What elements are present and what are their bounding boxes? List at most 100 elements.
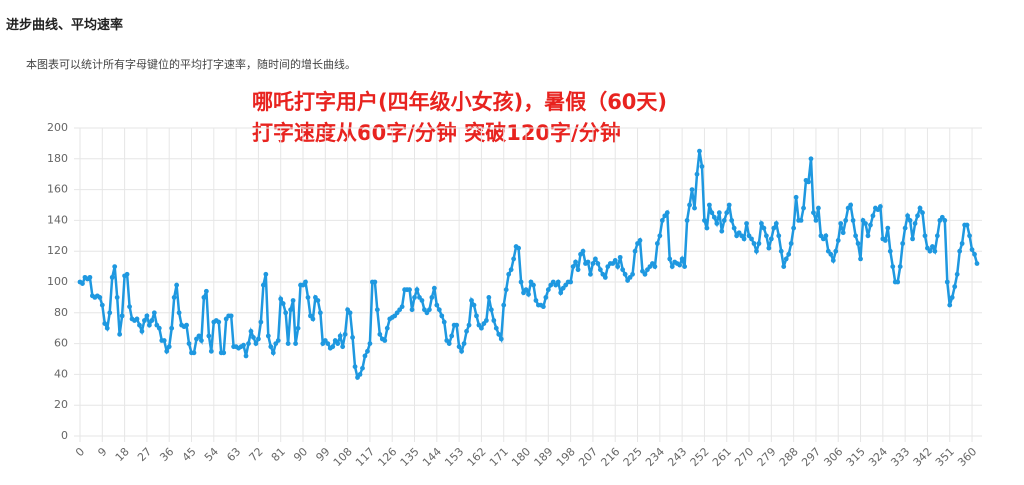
x-tick-label: 243 xyxy=(665,445,689,469)
point xyxy=(575,267,581,273)
point xyxy=(657,233,663,239)
point xyxy=(305,295,311,300)
point xyxy=(868,222,873,228)
x-tick-label: 189 xyxy=(532,445,556,469)
x-tick-label: 198 xyxy=(554,445,578,469)
point xyxy=(441,319,447,325)
point xyxy=(555,279,561,285)
page-title: 进步曲线、平均速率 xyxy=(6,18,124,33)
x-tick-label: 81 xyxy=(269,445,288,464)
point xyxy=(290,298,296,303)
point xyxy=(466,322,472,328)
point xyxy=(384,325,390,331)
point xyxy=(446,341,452,346)
point xyxy=(692,205,697,211)
point xyxy=(176,310,182,316)
point xyxy=(615,264,621,269)
point xyxy=(902,225,908,231)
point xyxy=(778,248,784,254)
x-tick-label: 270 xyxy=(732,445,756,469)
point xyxy=(184,322,189,328)
point xyxy=(689,187,695,193)
y-tick-label: 80 xyxy=(54,306,68,319)
point xyxy=(709,210,715,216)
point xyxy=(518,279,524,285)
point xyxy=(652,264,658,269)
point xyxy=(954,271,960,277)
point xyxy=(295,325,301,331)
point xyxy=(934,233,940,239)
point xyxy=(702,218,707,223)
point xyxy=(897,264,903,269)
point xyxy=(142,318,147,323)
point xyxy=(949,295,955,300)
point xyxy=(724,210,730,216)
point xyxy=(434,302,440,308)
y-tick-label: 40 xyxy=(54,367,68,380)
point xyxy=(498,336,504,342)
x-tick-label: 234 xyxy=(643,445,667,469)
point xyxy=(325,341,331,346)
point xyxy=(362,353,368,359)
x-tick-label: 72 xyxy=(247,445,266,464)
point xyxy=(813,218,819,223)
y-tick-label: 200 xyxy=(47,121,68,134)
point xyxy=(751,241,757,246)
point xyxy=(885,225,891,231)
point xyxy=(144,313,150,319)
point xyxy=(288,307,294,313)
point xyxy=(907,218,913,223)
point xyxy=(469,298,474,303)
point xyxy=(208,348,214,354)
point xyxy=(669,264,675,269)
point xyxy=(959,241,965,246)
point xyxy=(119,313,125,319)
point xyxy=(501,302,507,308)
point xyxy=(850,218,856,223)
point xyxy=(459,348,464,354)
x-tick-label: 180 xyxy=(509,445,533,469)
point xyxy=(570,264,576,269)
point xyxy=(595,261,601,266)
point xyxy=(146,322,152,328)
x-tick-label: 27 xyxy=(135,445,154,464)
point xyxy=(947,302,953,308)
point xyxy=(964,222,970,228)
point xyxy=(835,238,841,243)
point xyxy=(932,248,938,254)
point xyxy=(967,233,972,239)
point xyxy=(905,213,911,219)
point xyxy=(900,241,906,246)
point xyxy=(580,248,586,254)
point xyxy=(97,295,103,300)
point xyxy=(449,333,455,339)
point xyxy=(265,333,271,339)
point xyxy=(585,259,591,265)
point xyxy=(612,258,618,263)
point xyxy=(496,331,502,337)
point xyxy=(679,256,685,262)
point xyxy=(694,171,700,177)
y-tick-label: 0 xyxy=(61,429,68,442)
x-tick-label: 18 xyxy=(113,445,132,464)
point xyxy=(759,221,764,226)
x-tick-label: 171 xyxy=(487,445,511,469)
y-tick-label: 60 xyxy=(54,337,68,350)
point xyxy=(590,261,596,266)
point xyxy=(409,307,415,313)
x-tick-label: 333 xyxy=(888,445,912,469)
point xyxy=(352,364,358,370)
x-tick-label: 351 xyxy=(933,445,957,469)
description: 本图表可以统计所有字母键位的平均打字速率，随时间的增长曲线。 xyxy=(26,58,356,71)
point xyxy=(436,307,442,313)
point xyxy=(642,271,648,277)
x-tick-label: 279 xyxy=(755,445,779,469)
point xyxy=(877,204,883,209)
x-tick-label: 45 xyxy=(180,445,199,464)
x-tick-label: 9 xyxy=(95,445,109,459)
point xyxy=(412,295,417,300)
point xyxy=(593,256,598,262)
point xyxy=(912,221,918,226)
